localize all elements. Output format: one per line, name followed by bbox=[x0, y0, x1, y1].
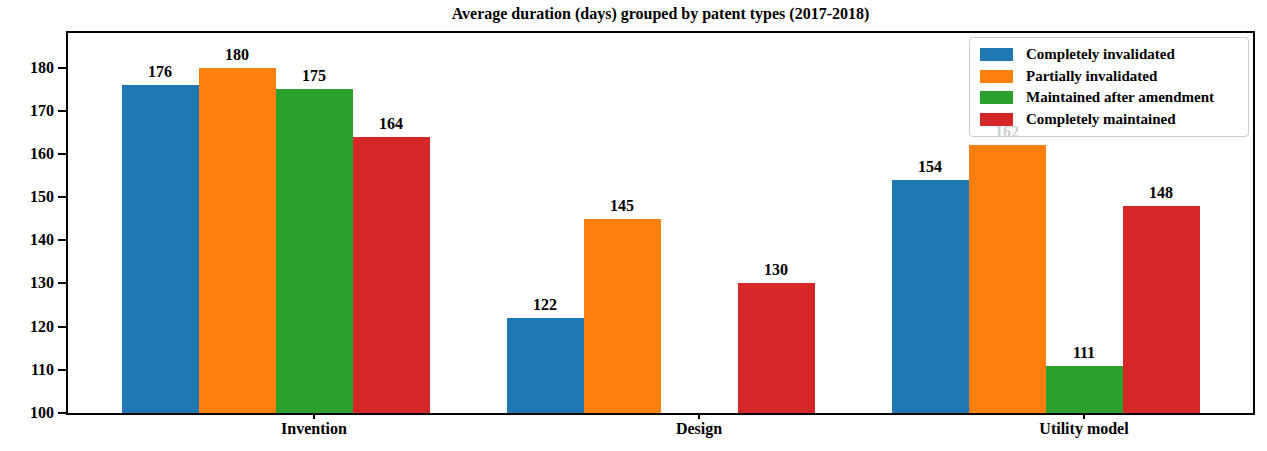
bar bbox=[584, 219, 661, 413]
legend-swatch-partially-invalidated bbox=[980, 70, 1013, 83]
bar bbox=[353, 137, 430, 413]
y-axis-tick bbox=[58, 369, 66, 371]
legend: Completely invalidated Partially invalid… bbox=[969, 37, 1249, 137]
y-axis-tick bbox=[58, 196, 66, 198]
bar-value-label: 180 bbox=[202, 47, 272, 63]
x-axis-tick bbox=[313, 413, 315, 419]
bar-value-label: 145 bbox=[587, 198, 657, 214]
y-axis-tick-label: 180 bbox=[8, 60, 54, 76]
y-axis-tick bbox=[58, 153, 66, 155]
legend-label: Partially invalidated bbox=[1026, 68, 1157, 85]
bar bbox=[122, 85, 199, 413]
y-axis-tick bbox=[58, 67, 66, 69]
bar bbox=[199, 68, 276, 413]
legend-swatch-completely-invalidated bbox=[980, 48, 1013, 61]
y-axis-tick-label: 110 bbox=[8, 362, 54, 378]
legend-swatch-completely-maintained bbox=[980, 113, 1013, 126]
legend-swatch-maintained-after-amendment bbox=[980, 91, 1013, 104]
bar bbox=[738, 283, 815, 413]
bar-chart-figure: Average duration (days) grouped by paten… bbox=[0, 0, 1267, 451]
x-axis-category-label: Design bbox=[609, 421, 789, 437]
x-axis-tick bbox=[1083, 413, 1085, 419]
bar bbox=[892, 180, 969, 413]
y-axis-tick-label: 150 bbox=[8, 189, 54, 205]
bar-value-label: 164 bbox=[356, 116, 426, 132]
y-axis-tick-label: 100 bbox=[8, 405, 54, 421]
bar bbox=[1123, 206, 1200, 413]
legend-label: Maintained after amendment bbox=[1026, 89, 1214, 106]
bar-value-label: 176 bbox=[125, 64, 195, 80]
bar bbox=[276, 89, 353, 413]
legend-item: Partially invalidated bbox=[980, 68, 1238, 85]
y-axis-tick-label: 130 bbox=[8, 275, 54, 291]
bar bbox=[1046, 366, 1123, 414]
y-axis-tick-label: 120 bbox=[8, 319, 54, 335]
chart-title: Average duration (days) grouped by paten… bbox=[66, 5, 1255, 23]
x-axis-tick bbox=[698, 413, 700, 419]
bar bbox=[969, 145, 1046, 413]
bar-value-label: 130 bbox=[741, 262, 811, 278]
bar bbox=[507, 318, 584, 413]
y-axis-tick-label: 160 bbox=[8, 146, 54, 162]
bar-value-label: 148 bbox=[1126, 185, 1196, 201]
legend-item: Completely invalidated bbox=[980, 46, 1238, 63]
y-axis-tick bbox=[58, 110, 66, 112]
y-axis-tick bbox=[58, 326, 66, 328]
y-axis-tick bbox=[58, 239, 66, 241]
y-axis-tick-label: 140 bbox=[8, 232, 54, 248]
bar-value-label: 154 bbox=[895, 159, 965, 175]
x-axis-category-label: Utility model bbox=[994, 421, 1174, 437]
x-axis-category-label: Invention bbox=[224, 421, 404, 437]
legend-item: Completely maintained bbox=[980, 111, 1238, 128]
bar-value-label: 122 bbox=[510, 297, 580, 313]
y-axis-tick bbox=[58, 412, 66, 414]
y-axis-tick-label: 170 bbox=[8, 103, 54, 119]
bar-value-label: 111 bbox=[1049, 345, 1119, 361]
legend-label: Completely invalidated bbox=[1026, 46, 1175, 63]
legend-label: Completely maintained bbox=[1026, 111, 1176, 128]
bar-value-label: 175 bbox=[279, 68, 349, 84]
y-axis-tick bbox=[58, 282, 66, 284]
legend-item: Maintained after amendment bbox=[980, 89, 1238, 106]
